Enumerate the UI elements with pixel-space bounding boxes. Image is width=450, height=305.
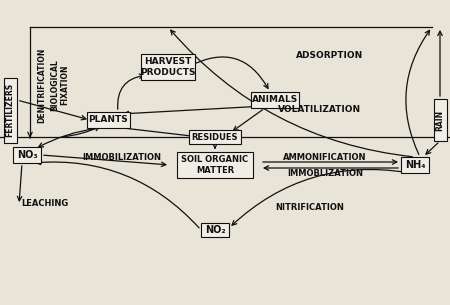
Text: NO₃: NO₃ [17,150,37,160]
Text: ANIMALS: ANIMALS [252,95,298,105]
Text: RESIDUES: RESIDUES [192,132,238,142]
Text: NITRIFICATION: NITRIFICATION [275,203,344,213]
Text: LEACHING: LEACHING [22,199,68,207]
FancyBboxPatch shape [251,92,299,108]
FancyBboxPatch shape [86,112,130,128]
FancyBboxPatch shape [401,157,429,173]
Text: PLANTS: PLANTS [88,116,128,124]
Text: BIOLOGICAL
FIXATION: BIOLOGICAL FIXATION [51,59,69,111]
FancyBboxPatch shape [201,223,229,237]
Text: FERTILIZERS: FERTILIZERS [5,83,14,137]
FancyBboxPatch shape [433,99,446,141]
Text: IMMOBILIZATION: IMMOBILIZATION [82,153,162,163]
FancyBboxPatch shape [141,54,195,80]
FancyBboxPatch shape [189,130,241,144]
Text: NH₄: NH₄ [405,160,425,170]
FancyBboxPatch shape [177,152,253,178]
FancyBboxPatch shape [4,77,17,142]
Text: RAIN: RAIN [436,109,445,131]
Text: HARVEST
PRODUCTS: HARVEST PRODUCTS [140,57,196,77]
Text: VOLATILIZATION: VOLATILIZATION [279,106,361,114]
Text: ADSORPTION: ADSORPTION [297,51,364,59]
Text: IMMOBLIZATION: IMMOBLIZATION [287,168,363,178]
Text: SOIL ORGANIC
MATTER: SOIL ORGANIC MATTER [181,155,248,175]
Text: AMMONIFICATION: AMMONIFICATION [283,153,367,163]
Text: DENITRIFICATION: DENITRIFICATION [37,47,46,123]
FancyBboxPatch shape [13,147,41,163]
Text: NO₂: NO₂ [205,225,225,235]
